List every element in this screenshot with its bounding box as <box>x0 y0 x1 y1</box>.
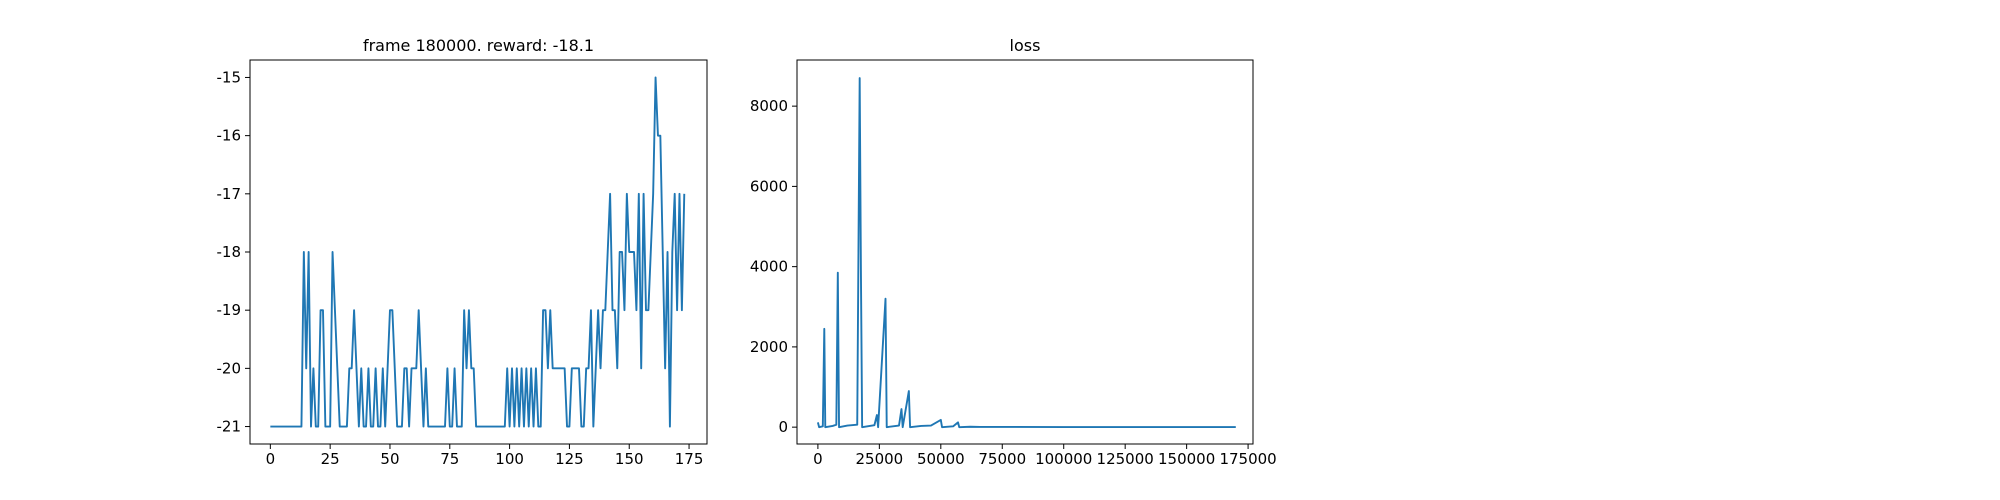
x-tick-label: 50000 <box>917 450 965 468</box>
x-tick-label: 50 <box>380 450 399 468</box>
x-tick-label: 75000 <box>978 450 1026 468</box>
y-tick-label: 8000 <box>750 97 788 115</box>
y-tick-label: -17 <box>217 185 242 203</box>
x-tick-label: 75 <box>440 450 459 468</box>
x-tick-label: 125 <box>555 450 584 468</box>
y-tick-label: 0 <box>778 418 788 436</box>
x-tick-label: 150 <box>615 450 644 468</box>
chart-title: loss <box>1010 36 1041 55</box>
x-tick-label: 25000 <box>855 450 903 468</box>
y-tick-label: 6000 <box>750 177 788 195</box>
y-tick-label: -21 <box>217 418 242 436</box>
y-tick-label: -19 <box>217 301 242 319</box>
axes-frame <box>796 59 1254 445</box>
x-tick-label: 100 <box>495 450 524 468</box>
y-tick-label: -16 <box>217 127 242 145</box>
x-tick-label: 150000 <box>1158 450 1215 468</box>
y-tick-label: -15 <box>217 68 242 86</box>
x-tick-label: 125000 <box>1097 450 1154 468</box>
x-tick-label: 0 <box>266 450 276 468</box>
x-tick-label: 175 <box>675 450 704 468</box>
x-tick-label: 175000 <box>1219 450 1276 468</box>
x-tick-label: 100000 <box>1035 450 1092 468</box>
data-line <box>816 77 1236 429</box>
y-tick-label: -20 <box>217 359 242 377</box>
y-tick-label: 2000 <box>750 338 788 356</box>
y-tick-label: -18 <box>217 243 242 261</box>
x-tick-label: 0 <box>813 450 823 468</box>
data-line <box>270 76 686 428</box>
chart-title: frame 180000. reward: -18.1 <box>363 36 594 55</box>
y-tick-label: 4000 <box>750 258 788 276</box>
x-tick-label: 25 <box>321 450 340 468</box>
